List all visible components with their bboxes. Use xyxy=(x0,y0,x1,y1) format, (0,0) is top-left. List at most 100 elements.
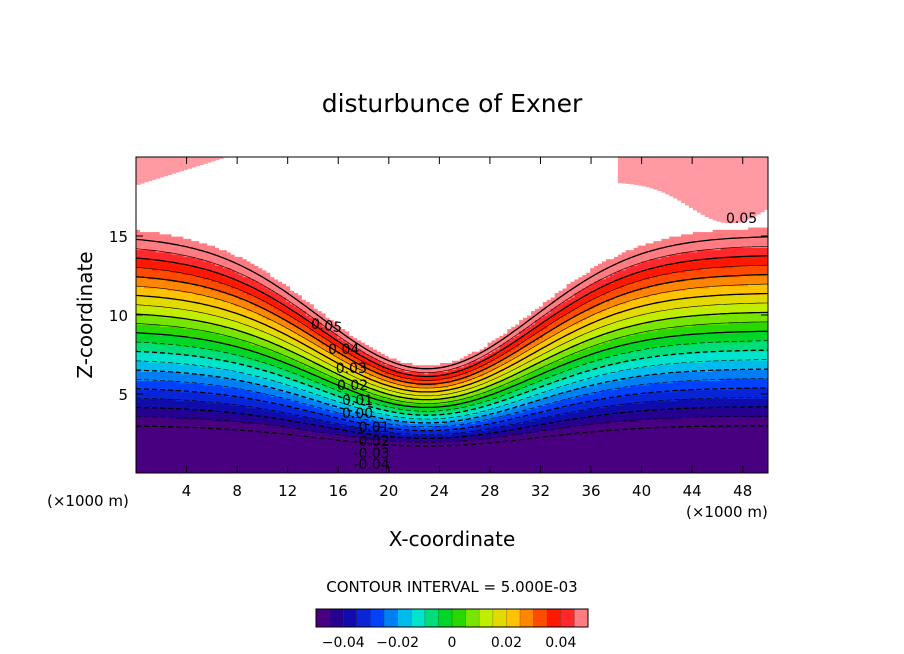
field-cell xyxy=(207,177,212,181)
field-cell xyxy=(143,229,149,233)
field-cell xyxy=(147,371,153,375)
field-cell xyxy=(262,470,267,473)
field-cell xyxy=(175,193,181,196)
field-cell xyxy=(254,254,260,257)
field-cell xyxy=(266,326,271,330)
field-cell xyxy=(167,366,173,370)
field-cell xyxy=(187,450,192,454)
field-cell xyxy=(266,400,271,404)
field-cell xyxy=(254,403,260,406)
field-cell xyxy=(238,301,244,305)
field-cell xyxy=(151,412,157,415)
field-cell xyxy=(151,439,157,442)
field-cell xyxy=(218,412,224,415)
field-cell xyxy=(191,326,196,330)
field-cell xyxy=(207,369,212,373)
field-cell xyxy=(143,326,149,330)
field-cell xyxy=(211,362,216,366)
field-cell xyxy=(218,348,224,352)
field-cell xyxy=(143,202,149,205)
field-cell xyxy=(187,443,192,447)
field-cell xyxy=(211,448,216,452)
field-cell xyxy=(258,231,263,235)
field-cell xyxy=(207,290,212,294)
field-cell xyxy=(187,251,192,255)
field-cell xyxy=(175,272,181,275)
field-cell xyxy=(222,434,228,438)
field-cell xyxy=(262,204,267,208)
field-cell xyxy=(211,272,216,275)
field-cell xyxy=(203,229,208,233)
field-cell xyxy=(171,466,177,470)
field-cell xyxy=(203,236,208,239)
field-cell xyxy=(203,181,208,185)
field-cell xyxy=(143,195,149,199)
field-cell xyxy=(262,366,267,370)
field-cell xyxy=(230,348,236,352)
field-cell xyxy=(139,290,145,294)
field-cell xyxy=(151,418,157,422)
field-cell xyxy=(136,199,141,203)
field-cell xyxy=(207,425,212,429)
field-cell xyxy=(211,380,216,384)
field-cell xyxy=(159,285,165,289)
field-cell xyxy=(238,305,244,309)
field-cell xyxy=(238,373,244,377)
field-cell xyxy=(183,373,188,377)
field-cell xyxy=(203,226,208,230)
field-cell xyxy=(222,267,228,271)
field-cell xyxy=(234,344,240,348)
field-cell xyxy=(191,448,196,452)
field-cell xyxy=(199,418,204,422)
field-cell xyxy=(215,400,220,404)
field-cell xyxy=(270,468,275,472)
field-cell xyxy=(226,436,232,440)
field-cell xyxy=(195,382,200,386)
field-cell xyxy=(222,326,228,330)
field-cell xyxy=(147,389,153,393)
field-cell xyxy=(143,238,149,242)
field-cell xyxy=(191,226,196,230)
field-cell xyxy=(187,303,192,307)
field-cell xyxy=(163,466,169,470)
field-cell xyxy=(195,357,200,361)
field-cell xyxy=(159,400,165,404)
field-cell xyxy=(211,421,216,424)
field-cell xyxy=(230,418,236,422)
field-cell xyxy=(262,378,267,382)
field-cell xyxy=(258,213,263,217)
field-cell xyxy=(226,222,232,226)
field-cell xyxy=(159,391,165,395)
field-cell xyxy=(258,157,263,160)
field-cell xyxy=(167,351,173,354)
field-cell xyxy=(179,206,184,210)
field-cell xyxy=(183,457,188,461)
field-cell xyxy=(143,439,149,442)
field-cell xyxy=(151,184,157,187)
field-cell xyxy=(226,310,232,314)
field-cell xyxy=(191,274,196,278)
field-cell xyxy=(266,324,271,327)
field-cell xyxy=(195,362,200,366)
field-cell xyxy=(238,251,244,255)
field-cell xyxy=(254,436,260,440)
field-cell xyxy=(250,348,256,352)
field-cell xyxy=(262,364,267,368)
field-cell xyxy=(175,357,181,361)
field-cell xyxy=(163,290,169,294)
field-cell xyxy=(250,308,256,312)
field-cell xyxy=(238,269,244,273)
field-cell xyxy=(171,195,177,199)
field-cell xyxy=(254,222,260,226)
field-cell xyxy=(187,281,192,284)
field-cell xyxy=(242,348,248,352)
field-cell xyxy=(215,326,220,330)
field-cell xyxy=(179,310,184,314)
field-cell xyxy=(179,466,184,470)
field-cell xyxy=(238,181,244,185)
field-cell xyxy=(203,301,208,305)
field-cell xyxy=(211,197,216,201)
field-cell xyxy=(139,353,145,357)
field-cell xyxy=(215,405,220,409)
field-cell xyxy=(195,213,200,217)
